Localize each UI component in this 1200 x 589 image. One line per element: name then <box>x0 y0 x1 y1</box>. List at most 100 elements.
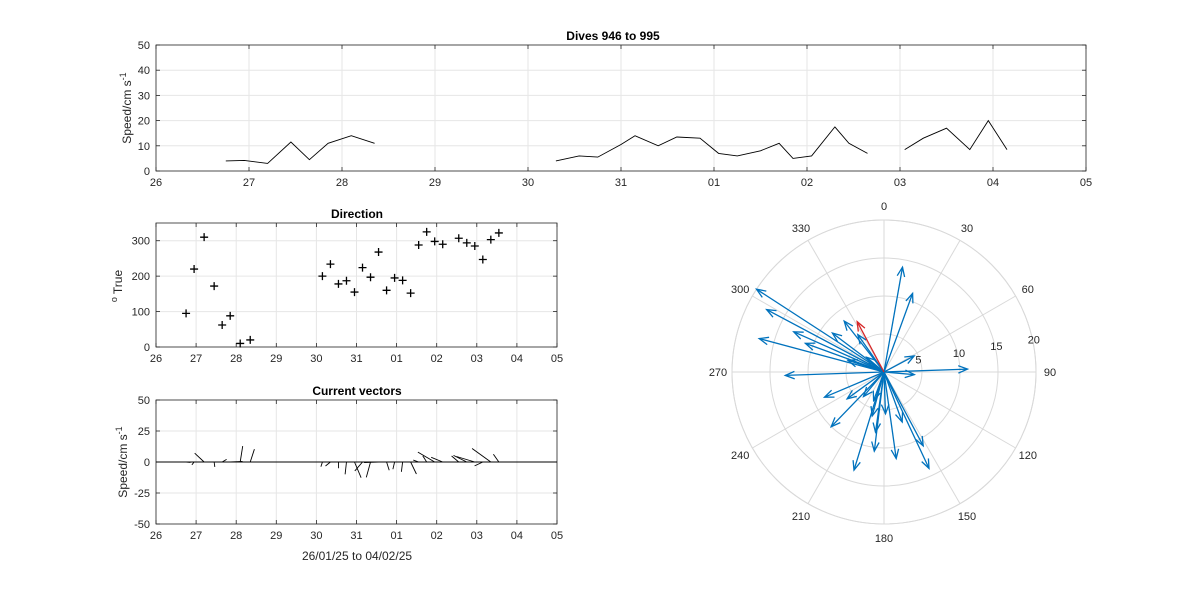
speed-ylabel: Speed/cm s-1 <box>118 72 134 143</box>
vector-stick <box>453 454 467 463</box>
direction-point <box>382 286 391 295</box>
direction-point <box>366 273 375 282</box>
vector-stick <box>471 448 492 463</box>
direction-point <box>318 272 327 281</box>
direction-point <box>210 282 219 291</box>
direction-point <box>462 238 471 247</box>
compass-arrow-shaft <box>846 371 885 400</box>
direction-point <box>390 273 399 282</box>
speed-line-segment <box>225 135 375 164</box>
compass-arrow-head <box>880 404 890 416</box>
direction-point <box>494 228 503 237</box>
compass-arrow-shaft <box>871 371 885 417</box>
direction-ytick-label: 0 <box>144 342 150 354</box>
speed-ytick-label: 40 <box>138 65 150 77</box>
direction-point <box>486 235 495 244</box>
compass-arrow-shaft <box>883 371 930 469</box>
vector-stick <box>194 452 205 463</box>
compass-arrow-shaft <box>883 267 904 373</box>
direction-point <box>454 234 463 243</box>
compass-theta-label: 240 <box>731 450 749 462</box>
speed-xtick-label: 28 <box>336 177 348 189</box>
vector-stick <box>344 461 347 475</box>
compass-arrow-head <box>803 342 816 351</box>
vector-stick <box>365 461 371 478</box>
speed-xtick-label: 27 <box>243 177 255 189</box>
compass-theta-label: 90 <box>1044 367 1056 379</box>
direction-xtick-label: 31 <box>350 353 362 365</box>
compass-theta-label: 30 <box>961 223 973 235</box>
compass-arrow-shaft <box>883 371 903 423</box>
vectors-panel: Current vectors Speed/cm s-1 26/01/25 to… <box>114 384 563 563</box>
compass-arrow-head <box>862 386 873 398</box>
speed-title: Dives 946 to 995 <box>566 29 660 43</box>
direction-xtick-label: 05 <box>551 353 563 365</box>
direction-point <box>218 321 227 330</box>
vector-stick <box>493 453 500 463</box>
direction-point <box>398 276 407 285</box>
compass-arrow-head <box>755 288 767 298</box>
vector-stick <box>325 461 331 467</box>
vectors-ylabel: Speed/cm s-1 <box>114 426 130 497</box>
compass-arrow-shaft <box>883 371 887 414</box>
compass-arrow-head <box>896 265 906 278</box>
direction-point <box>246 335 255 344</box>
vectors-xtick-label: 02 <box>431 530 443 542</box>
compass-spoke <box>807 371 885 504</box>
vectors-ytick-label: 50 <box>138 395 150 407</box>
compass-arrow-head <box>843 319 854 331</box>
vectors-ytick-label: 0 <box>144 457 150 469</box>
compass-arrow-shaft <box>832 332 885 373</box>
compass-theta-label: 60 <box>1022 284 1034 296</box>
compass-arrow-head <box>872 422 882 434</box>
compass-arrow-head <box>757 336 770 346</box>
compass-arrow-shaft <box>824 371 885 398</box>
compass-r-label: 5 <box>915 354 921 366</box>
vectors-xtick-label: 28 <box>230 530 242 542</box>
compass-arrow-shaft <box>805 342 885 373</box>
direction-xtick-label: 29 <box>270 353 282 365</box>
vector-stick <box>431 456 443 463</box>
compass-arrow-head <box>852 460 861 472</box>
vectors-xtick-label: 27 <box>190 530 202 542</box>
compass-arrow-head <box>871 441 880 453</box>
speed-panel: Dives 946 to 995 Speed/cm s-1 26 27 28 29 30… <box>118 29 1092 189</box>
vector-stick <box>456 456 475 463</box>
vector-stick <box>249 449 255 463</box>
direction-ylabel-text: True <box>111 270 125 295</box>
direction-ytick-label: 300 <box>132 236 150 248</box>
vector-stick <box>400 461 404 472</box>
compass-arrow-shaft <box>856 321 885 373</box>
compass-arrow-head <box>846 358 858 368</box>
vector-stick <box>191 461 195 466</box>
direction-point <box>406 289 415 298</box>
direction-ytick-label: 100 <box>132 307 150 319</box>
direction-point <box>350 288 359 297</box>
direction-ytick-label: 200 <box>132 271 150 283</box>
direction-xtick-label: 28 <box>230 353 242 365</box>
speed-xtick-label: 04 <box>987 177 999 189</box>
compass-spoke <box>883 295 1016 373</box>
compass-arrow-head <box>829 417 841 428</box>
vectors-xtick-label: 29 <box>270 530 282 542</box>
vector-stick <box>422 455 428 463</box>
compass-arrow-shaft <box>883 293 914 373</box>
speed-ytick-label: 0 <box>144 166 150 178</box>
direction-point <box>236 339 245 348</box>
speed-ytick-label: 10 <box>138 141 150 153</box>
vectors-xtick-label: 30 <box>310 530 322 542</box>
vector-stick <box>451 455 460 463</box>
compass-arrow-head <box>792 331 804 340</box>
vector-stick <box>354 461 363 472</box>
direction-ylabel-superscript: o <box>109 297 119 302</box>
direction-point <box>226 311 235 320</box>
compass-theta-label: 270 <box>709 367 727 379</box>
compass-spoke <box>807 240 885 373</box>
vector-stick <box>417 451 435 463</box>
compass-panel: 5 10 15 20 0 30 60 90 120 150 180 210 240 270 300 330 <box>709 201 1056 545</box>
direction-xtick-label: 27 <box>190 353 202 365</box>
direction-point <box>478 255 487 264</box>
direction-xtick-label: 03 <box>471 353 483 365</box>
compass-theta-label: 300 <box>731 284 749 296</box>
